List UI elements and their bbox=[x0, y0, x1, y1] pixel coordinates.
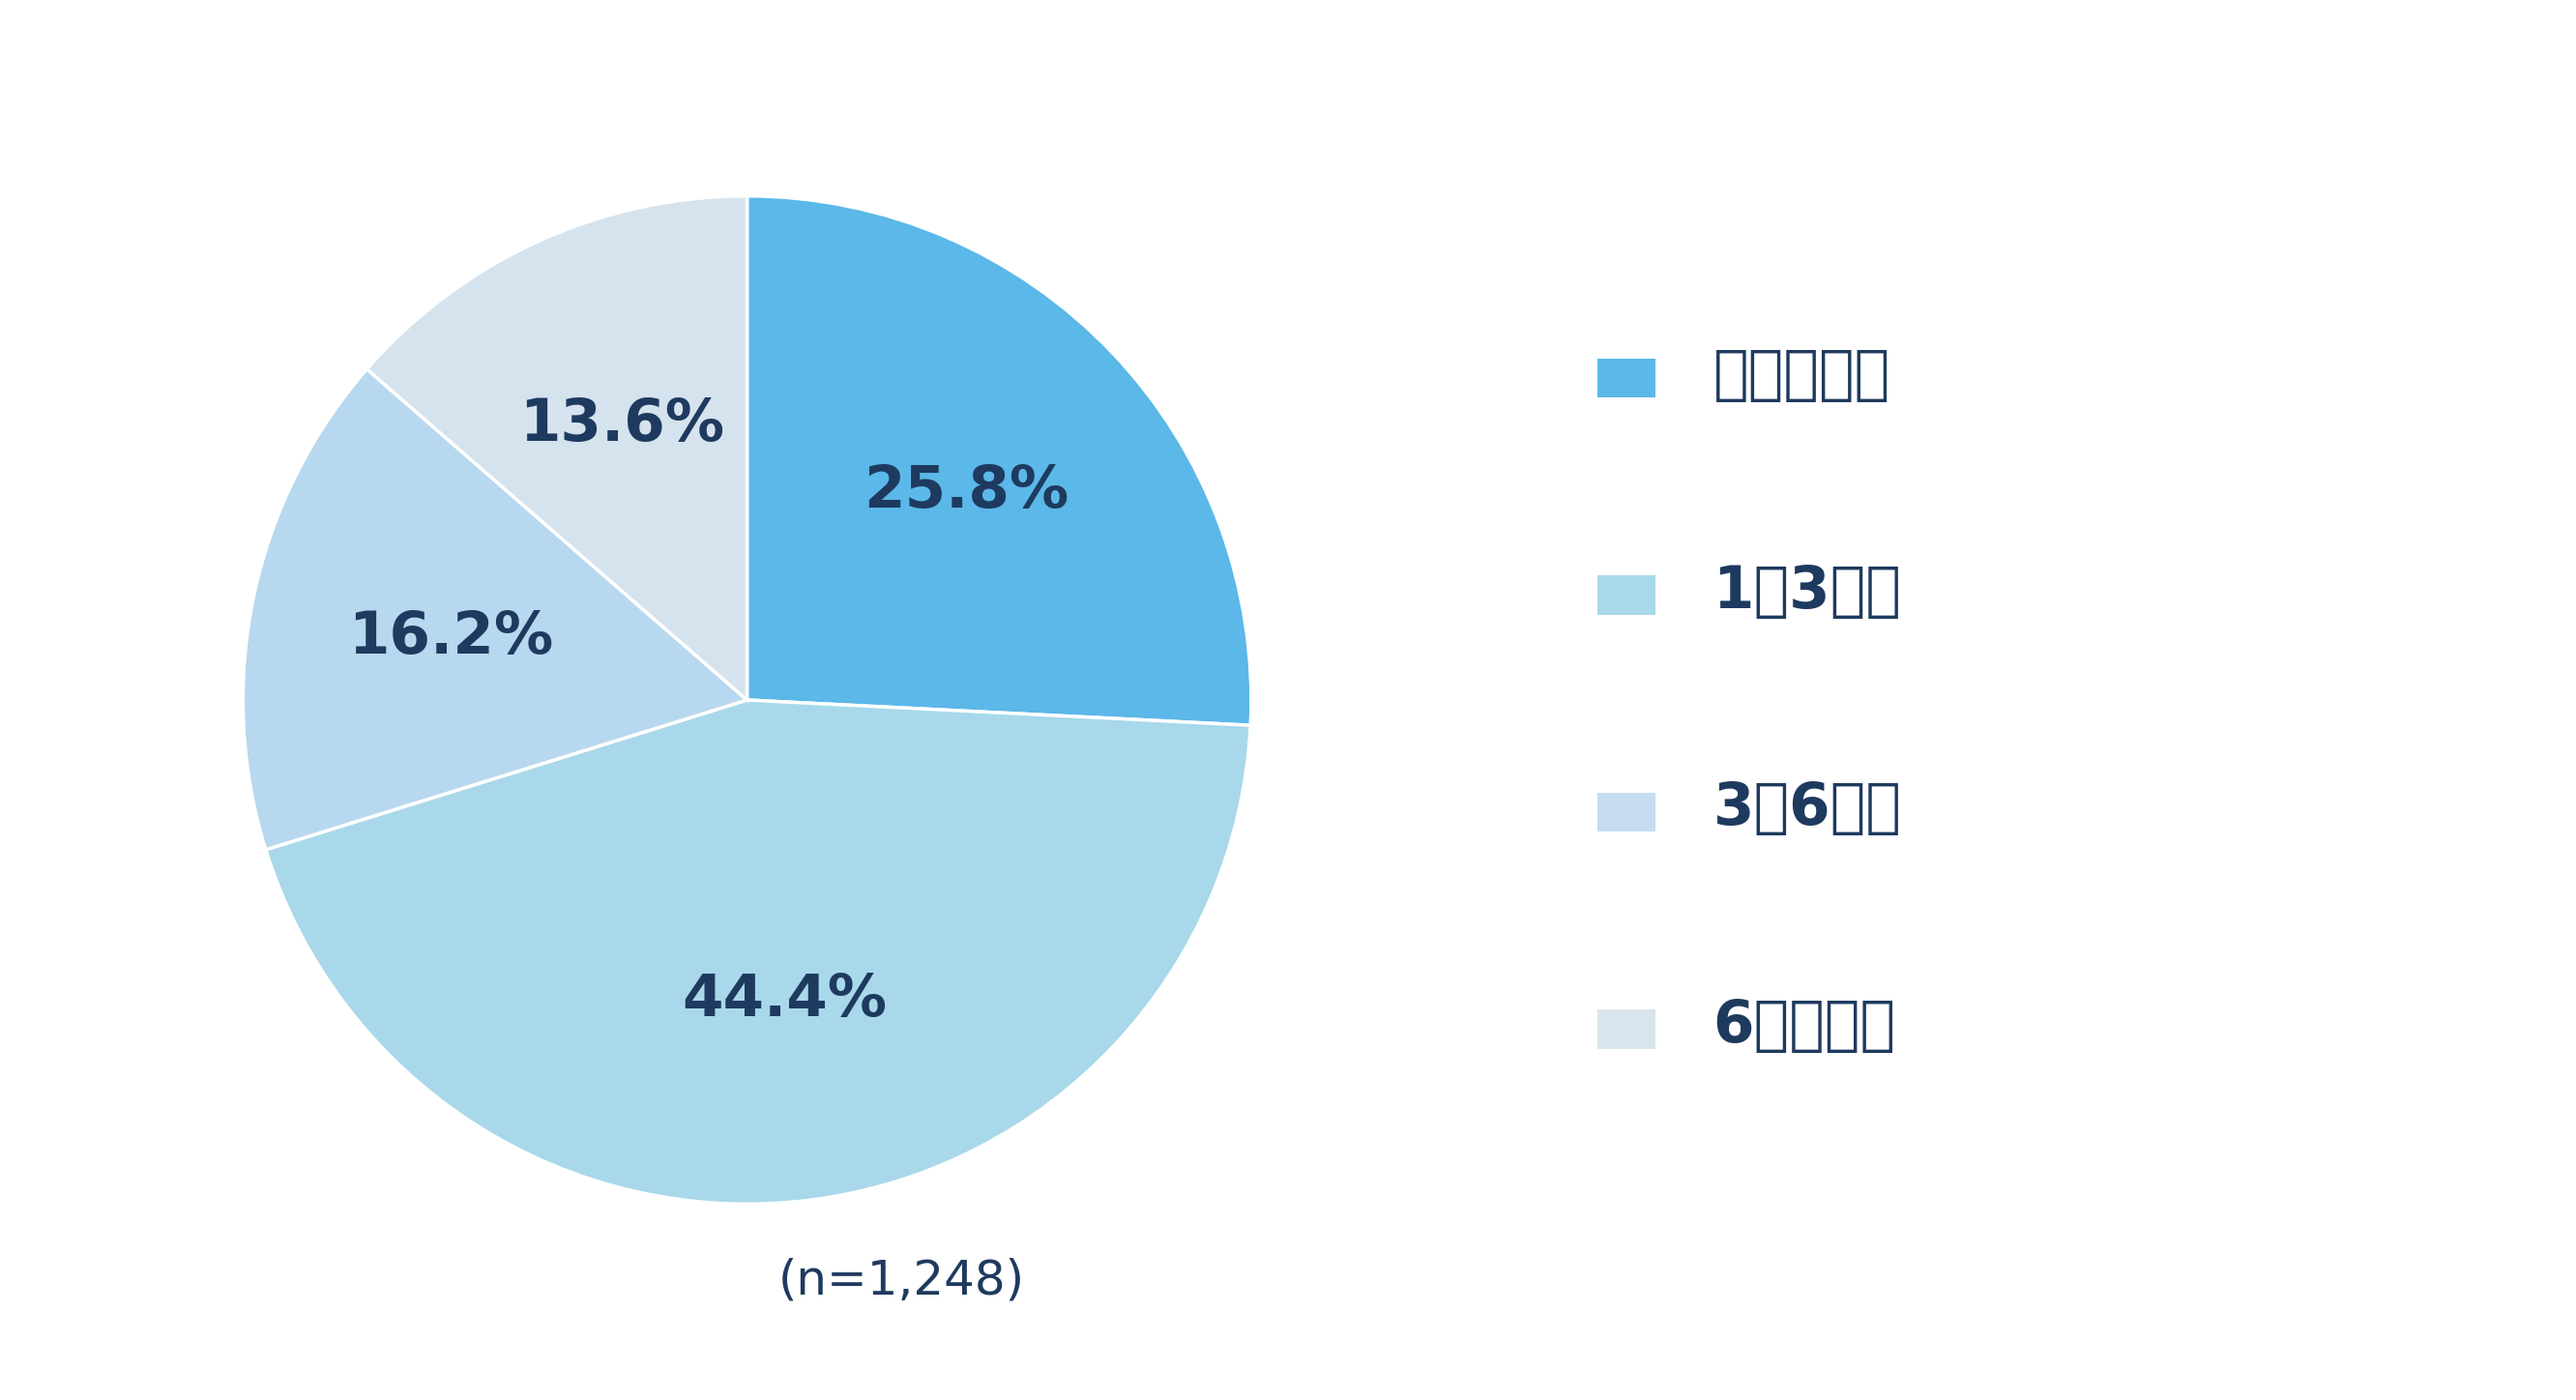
Wedge shape bbox=[265, 700, 1249, 1204]
Wedge shape bbox=[747, 196, 1252, 725]
Wedge shape bbox=[242, 370, 747, 850]
Text: 13.6%: 13.6% bbox=[520, 396, 724, 454]
Text: 3～6ケ月: 3～6ケ月 bbox=[1713, 781, 1901, 837]
Wedge shape bbox=[366, 196, 747, 700]
Text: 44.4%: 44.4% bbox=[683, 972, 889, 1029]
Text: (n=1,248): (n=1,248) bbox=[778, 1257, 1025, 1305]
Text: 1～3ケ月: 1～3ケ月 bbox=[1713, 564, 1901, 620]
Text: ㇶケ月未満: ㇶケ月未満 bbox=[1713, 347, 1891, 403]
Text: 6ケ月以上: 6ケ月以上 bbox=[1713, 998, 1896, 1054]
Text: 25.8%: 25.8% bbox=[863, 463, 1069, 521]
Text: 16.2%: 16.2% bbox=[348, 609, 554, 666]
